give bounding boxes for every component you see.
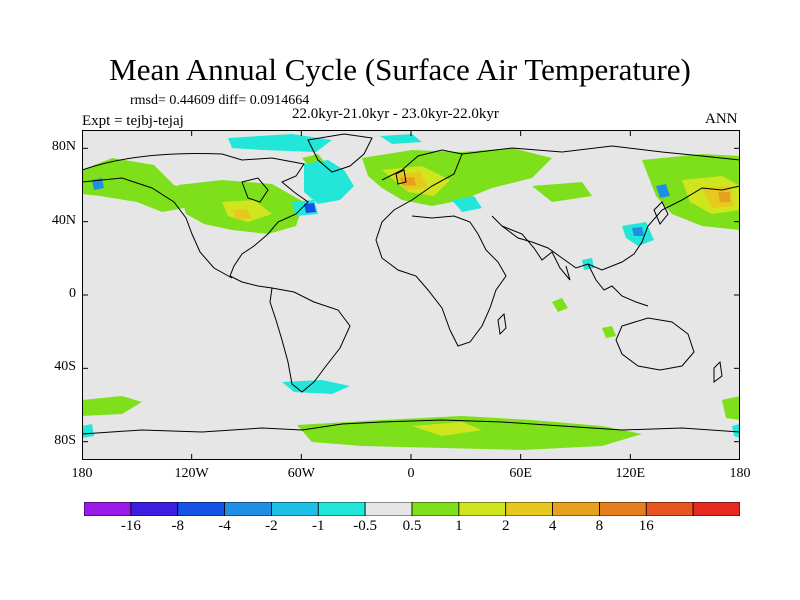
colorbar-label: -0.5 [353, 518, 378, 534]
colorbar-label: 2 [501, 518, 510, 534]
colorbar-label: -4 [218, 518, 231, 534]
colorbar-swatch [224, 502, 272, 516]
coastlines [82, 133, 740, 435]
season-label: ANN [705, 111, 738, 127]
colorbar-label: 8 [595, 518, 604, 534]
colorbar-swatch [317, 502, 366, 516]
colorbar-swatch [505, 502, 553, 516]
colorbar-label: -1 [312, 518, 325, 534]
lon-tick-label: 120E [615, 466, 646, 481]
hudson-bay [241, 177, 269, 203]
world-map [82, 130, 740, 460]
europe-africa-coast [375, 149, 507, 347]
lon-tick-label: 60W [287, 466, 315, 481]
lat-tick-label: 40S [54, 359, 76, 375]
colorbar-label: -16 [120, 518, 141, 534]
lat-tick-label: 80S [54, 432, 76, 448]
british-isles [395, 169, 407, 185]
colorbar-swatch [130, 502, 179, 516]
australia-coast [615, 317, 695, 371]
new-zealand [713, 360, 723, 383]
colorbar-swatch [458, 502, 507, 516]
colorbar-swatch [177, 502, 225, 516]
colorbar-swatch [364, 502, 413, 516]
lat-tick-label: 40N [51, 212, 76, 228]
colorbar-swatch [692, 502, 740, 516]
north-america-west-coast [82, 177, 233, 279]
colorbar-label: -2 [265, 518, 278, 534]
lon-tick-label: 180 [71, 466, 93, 481]
colorbar-swatch [411, 502, 460, 516]
asia-coast [461, 145, 740, 271]
colorbar-swatch [271, 502, 319, 516]
colorbar-label: 16 [638, 518, 654, 534]
colorbar-label: -8 [171, 518, 184, 534]
colorbar-swatch [645, 502, 694, 516]
lon-tick-label: 120W [174, 466, 209, 481]
lon-tick-label: 0 [407, 466, 415, 481]
colorbar-swatch [552, 502, 600, 516]
greenland-coast [307, 133, 373, 173]
north-america-coast [82, 153, 309, 289]
southeast-asia [587, 263, 649, 307]
colorbar-swatch [84, 502, 132, 516]
colorbar-label: 1 [455, 518, 463, 534]
experiment-label: Expt = tejbj-tejaj [82, 113, 184, 129]
lat-tick-label: 80N [51, 139, 76, 155]
colorbar-label: 4 [548, 518, 557, 534]
antarctica-coast [82, 419, 740, 435]
arabia-india [501, 225, 571, 281]
lat-tick-label: 0 [69, 286, 76, 301]
positive-anomaly-regions [82, 148, 740, 450]
negative-anomaly-regions [82, 134, 740, 438]
colorbar [84, 502, 740, 516]
colorbar-label: 0.5 [402, 518, 422, 534]
axis-ticks [82, 130, 740, 460]
rmsd-diff-stats: rmsd= 0.44609 diff= 0.0914664 [130, 93, 310, 108]
south-america-coast [269, 287, 351, 393]
lon-tick-label: 60E [509, 466, 532, 481]
lon-tick-label: 180 [729, 466, 751, 481]
period-label: 22.0kyr-21.0kyr - 23.0kyr-22.0kyr [292, 106, 499, 122]
colorbar-swatch [599, 502, 647, 516]
japan [653, 201, 669, 225]
madagascar [497, 312, 507, 336]
chart-title: Mean Annual Cycle (Surface Air Temperatu… [109, 52, 691, 87]
